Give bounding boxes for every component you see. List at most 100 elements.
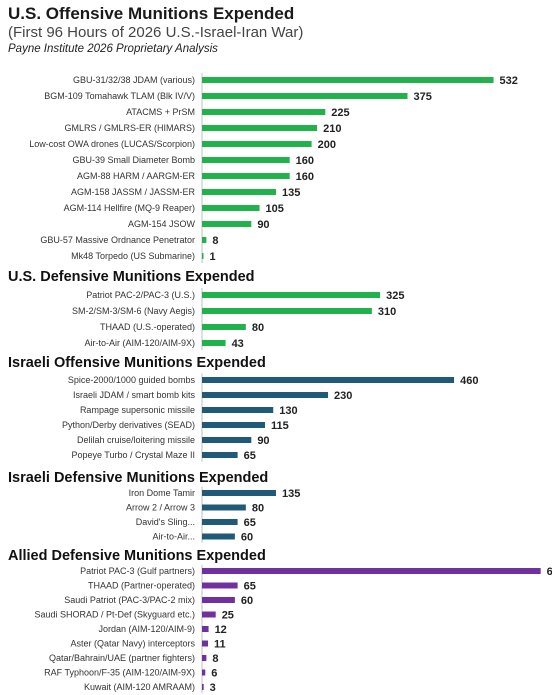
bar (202, 437, 252, 443)
value-label: 11 (214, 639, 226, 651)
category-label: Jordan (AIM-120/AIM-9) (98, 624, 195, 634)
category-label: Mk48 Torpedo (US Submarine) (71, 251, 195, 261)
value-label: 618 (547, 566, 552, 578)
chart-subtitle: (First 96 Hours of 2026 U.S.-Israel-Iran… (8, 24, 304, 41)
chart-credit: Payne Institute 2026 Proprietary Analysi… (8, 43, 218, 55)
category-label: GBU-57 Massive Ordnance Penetrator (40, 235, 195, 245)
section-title: Israeli Defensive Munitions Expended (8, 470, 268, 486)
value-label: 60 (241, 595, 253, 607)
value-label: 80 (252, 322, 264, 334)
category-label: RAF Typhoon/F-35 (AIM-120/AIM-9X) (44, 668, 195, 678)
bar (202, 173, 290, 179)
bar (202, 597, 235, 603)
category-label: Popeye Turbo / Crystal Maze II (71, 450, 195, 460)
bar (202, 392, 329, 398)
category-label: SM-2/SM-3/SM-6 (Navy Aegis) (72, 306, 195, 316)
value-label: 325 (386, 290, 404, 302)
category-label: ATACMS + PrSM (126, 107, 195, 117)
bar (202, 109, 326, 115)
bar (202, 77, 494, 83)
section-title: Israeli Offensive Munitions Expended (8, 355, 266, 371)
value-label: 130 (279, 405, 297, 417)
value-label: 6 (211, 668, 217, 680)
value-label: 65 (244, 517, 256, 529)
bar (202, 655, 207, 661)
category-label: Iron Dome Tamir (129, 488, 195, 498)
category-label: Patriot PAC-2/PAC-3 (U.S.) (86, 290, 195, 300)
bar (202, 189, 276, 195)
category-label: BGM-109 Tomahawk TLAM (Blk IV/V) (44, 91, 195, 101)
section-title: U.S. Defensive Munitions Expended (8, 269, 255, 285)
value-label: 90 (257, 219, 269, 231)
bar (202, 340, 226, 346)
category-label: AGM-114 Hellfire (MQ-9 Reaper) (64, 203, 195, 213)
bar (202, 490, 276, 496)
category-label: Kuwait (AIM-120 AMRAAM) (84, 682, 195, 692)
bar (202, 157, 290, 163)
value-label: 532 (500, 75, 518, 87)
value-label: 60 (241, 532, 253, 544)
value-label: 105 (266, 203, 284, 215)
category-label: THAAD (U.S.-operated) (100, 322, 195, 332)
bar (202, 141, 312, 147)
value-label: 25 (222, 610, 234, 622)
bar (202, 125, 318, 131)
category-label: AGM-158 JASSM / JASSM-ER (71, 187, 196, 197)
value-label: 65 (244, 581, 256, 593)
chart-title: U.S. Offensive Munitions Expended (8, 4, 295, 23)
category-label: Spice-2000/1000 guided bombs (68, 375, 196, 385)
category-label: Low-cost OWA drones (LUCAS/Scorpion) (29, 139, 195, 149)
bar (202, 221, 252, 227)
bar (202, 669, 206, 676)
bar (202, 422, 266, 428)
value-label: 460 (460, 375, 478, 387)
category-label: Air-to-Air (AIM-120/AIM-9X) (84, 338, 195, 348)
category-label: Air-to-Air... (152, 532, 195, 542)
bar (202, 308, 372, 314)
bar (202, 407, 274, 413)
bar (202, 611, 216, 618)
value-label: 225 (331, 107, 349, 119)
category-label: THAAD (Partner-operated) (88, 581, 195, 591)
category-label: Delilah cruise/loitering missile (77, 435, 195, 445)
value-label: 160 (296, 155, 314, 167)
category-label: Arrow 2 / Arrow 3 (126, 503, 195, 513)
value-label: 3 (210, 682, 216, 694)
value-label: 210 (323, 123, 341, 135)
category-label: AGM-154 JSOW (128, 219, 196, 229)
category-label: Qatar/Bahrain/UAE (partner fighters) (49, 653, 195, 663)
value-label: 160 (296, 171, 314, 183)
bar (202, 452, 238, 458)
value-label: 8 (212, 653, 218, 665)
bar (202, 519, 238, 525)
value-label: 135 (282, 187, 300, 199)
bar (202, 504, 246, 511)
bar (202, 253, 204, 259)
bar (202, 292, 381, 298)
category-label: AGM-88 HARM / AARGM-ER (77, 171, 196, 181)
bar (202, 640, 209, 647)
category-label: GBU-39 Small Diameter Bomb (72, 155, 195, 165)
category-label: Rampage supersonic missile (80, 405, 195, 415)
value-label: 375 (414, 91, 432, 103)
category-label: David's Sling... (136, 517, 195, 527)
value-label: 43 (232, 338, 244, 350)
bar (202, 684, 204, 690)
value-label: 115 (271, 420, 289, 432)
bar (202, 205, 260, 211)
category-label: GBU-31/32/38 JDAM (various) (73, 75, 195, 85)
value-label: 65 (244, 450, 256, 462)
bar (202, 533, 235, 540)
bar (202, 377, 455, 383)
value-label: 135 (282, 488, 300, 500)
category-label: Aster (Qatar Navy) interceptors (70, 639, 195, 649)
bar (202, 582, 238, 589)
bar (202, 626, 209, 632)
value-label: 200 (318, 139, 336, 151)
bar (202, 237, 207, 243)
bar (202, 93, 408, 99)
bar (202, 568, 541, 574)
category-label: Python/Derby derivatives (SEAD) (62, 420, 195, 430)
category-label: Israeli JDAM / smart bomb kits (73, 390, 196, 400)
